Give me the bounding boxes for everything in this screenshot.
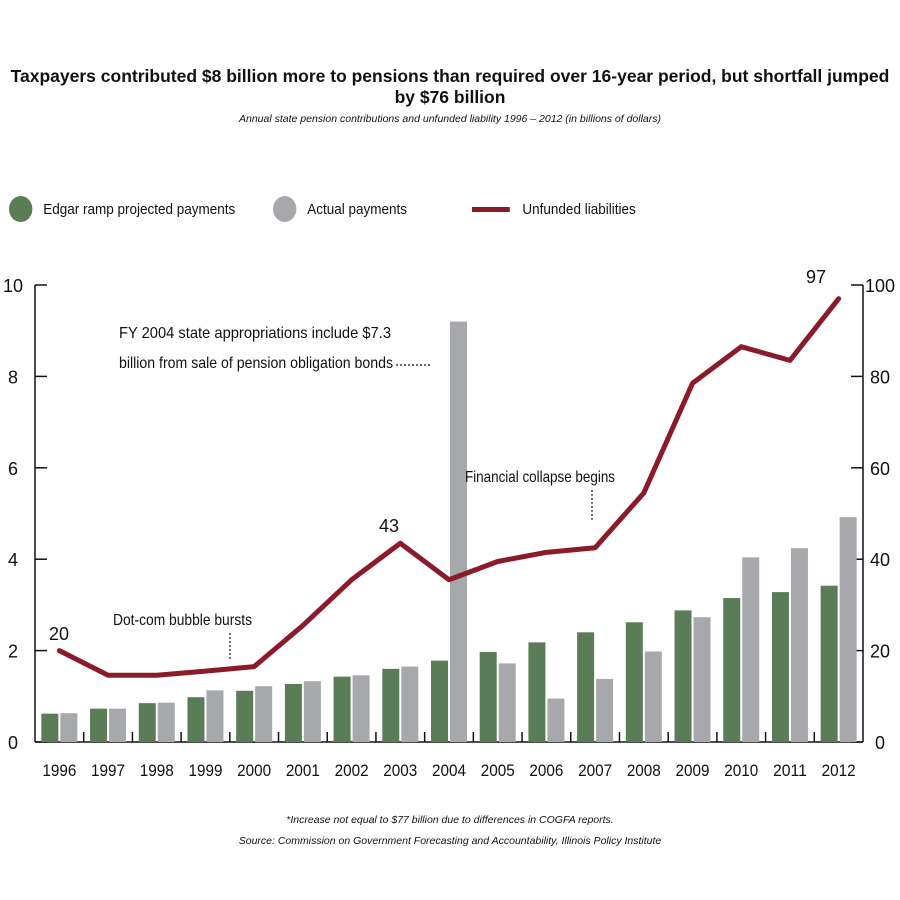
unfunded-line: [56, 296, 842, 678]
annotation-financial: Financial collapse begins: [465, 469, 615, 486]
bar-edgar: [236, 690, 254, 742]
legend-actual: Actual payments: [273, 196, 407, 222]
right-tick-label: 60: [870, 459, 890, 479]
bar-actual: [255, 686, 273, 742]
bar-actual: [157, 702, 175, 742]
bar-actual: [547, 698, 565, 742]
bar-actual: [303, 681, 321, 742]
bar-edgar: [771, 592, 789, 742]
legend-edgar-label: Edgar ramp projected payments: [43, 200, 236, 218]
chart-subtitle: Annual state pension contributions and u…: [238, 113, 662, 125]
bar-actual: [498, 663, 516, 742]
right-tick-label: 20: [870, 642, 890, 662]
x-tick-label: 2010: [724, 761, 758, 780]
bar-edgar: [625, 622, 643, 742]
x-tick-label: 2008: [627, 761, 661, 780]
left-tick-label: 6: [8, 459, 18, 479]
bar-edgar: [333, 676, 351, 742]
bar-edgar: [723, 598, 741, 742]
bar-actual: [401, 666, 419, 742]
right-tick-label: 0: [875, 733, 885, 753]
data-label-2012: 97: [806, 267, 826, 287]
bar-edgar: [577, 632, 595, 742]
left-tick-label: 8: [8, 367, 18, 387]
bar-actual: [596, 678, 614, 742]
right-tick-label: 40: [870, 550, 890, 570]
bar-actual: [693, 617, 711, 742]
bar-actual: [450, 321, 467, 742]
chart-title: Taxpayers contributed $8 billion more to…: [10, 66, 890, 107]
x-tick-label: 2001: [286, 761, 320, 780]
bar-edgar: [382, 668, 400, 742]
bar-edgar: [674, 610, 692, 742]
x-tick-label: 2011: [773, 761, 807, 780]
bar-edgar: [187, 697, 205, 742]
bar-edgar: [479, 651, 497, 742]
left-tick-label: 4: [8, 550, 18, 570]
legend-edgar: Edgar ramp projected payments: [9, 196, 235, 222]
bar-edgar: [284, 683, 302, 742]
data-label-2003: 43: [379, 516, 399, 536]
left-tick-label: 2: [8, 642, 18, 662]
right-tick-label: 80: [870, 367, 890, 387]
annotation-pob-line2: billion from sale of pension obligation …: [119, 355, 393, 372]
x-tick-label: 1996: [42, 761, 76, 780]
x-tick-label: 1998: [140, 761, 174, 780]
bar-actual: [644, 651, 662, 742]
bar-edgar: [431, 660, 448, 742]
bar-actual: [352, 675, 370, 742]
annotation-pob-line1: FY 2004 state appropriations include $7.…: [119, 325, 391, 342]
legend-edgar-swatch: [9, 196, 33, 222]
x-tick-label: 1997: [91, 761, 125, 780]
annotation-dotcom: Dot-com bubble bursts: [113, 612, 252, 629]
x-tick-label: 2006: [529, 761, 563, 780]
bar-edgar: [138, 703, 156, 742]
x-tick-label: 2012: [822, 761, 856, 780]
bar-actual: [109, 708, 127, 742]
left-tick-label: 0: [8, 733, 18, 753]
legend-unfunded: Unfunded liabilities: [472, 196, 636, 222]
x-tick-label: 2009: [676, 761, 710, 780]
x-tick-label: 2007: [578, 761, 612, 780]
footnote: *Increase not equal to $77 billion due t…: [286, 814, 614, 826]
right-tick-label: 100: [865, 276, 895, 296]
legend-unfunded-label: Unfunded liabilities: [522, 200, 636, 218]
x-tick-label: 2000: [237, 761, 271, 780]
legend-actual-label: Actual payments: [307, 200, 408, 218]
bar-actual: [839, 517, 857, 742]
bar-actual: [60, 713, 78, 742]
legend-actual-swatch: [273, 196, 297, 222]
x-tick-label: 2002: [335, 761, 369, 780]
x-tick-label: 1999: [188, 761, 222, 780]
legend-unfunded-swatch: [472, 206, 510, 212]
x-tick-label: 2003: [383, 761, 417, 780]
bar-actual: [206, 690, 224, 742]
bar-edgar: [528, 642, 546, 742]
source: Source: Commission on Government Forecas…: [238, 835, 662, 847]
x-tick-label: 2005: [481, 761, 515, 780]
data-label-1996: 20: [49, 624, 69, 644]
x-tick-label: 2004: [432, 761, 466, 780]
bar-edgar: [41, 713, 59, 742]
bar-actual: [742, 557, 760, 742]
bar-edgar: [90, 708, 108, 742]
bar-actual: [790, 548, 808, 742]
bar-edgar: [820, 585, 838, 742]
left-tick-label: 10: [3, 276, 23, 296]
